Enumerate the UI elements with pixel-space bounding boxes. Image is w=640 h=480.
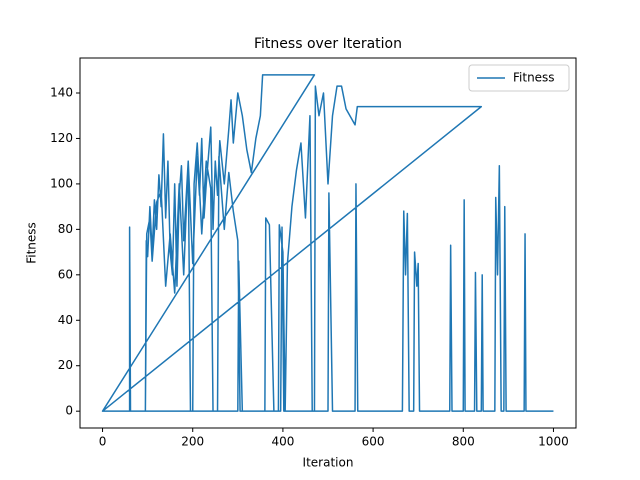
y-tick-label: 40 bbox=[58, 313, 73, 327]
x-tick-label: 200 bbox=[181, 435, 204, 449]
x-tick-label: 600 bbox=[362, 435, 385, 449]
y-tick-label: 140 bbox=[50, 86, 73, 100]
y-tick-label: 80 bbox=[58, 222, 73, 236]
legend-label: Fitness bbox=[513, 71, 555, 85]
chart-title: Fitness over Iteration bbox=[254, 36, 402, 52]
y-axis-label: Fitness bbox=[25, 222, 39, 264]
plot-frame bbox=[79, 57, 577, 429]
y-tick-label: 120 bbox=[50, 131, 73, 145]
y-tick-label: 60 bbox=[58, 267, 73, 281]
x-tick-label: 800 bbox=[452, 435, 475, 449]
x-tick-label: 400 bbox=[271, 435, 294, 449]
legend-box bbox=[468, 64, 570, 92]
y-tick-label: 0 bbox=[65, 404, 73, 418]
x-tick-label: 0 bbox=[99, 435, 107, 449]
y-tick-label: 100 bbox=[50, 176, 73, 190]
x-tick-label: 1000 bbox=[538, 435, 569, 449]
x-axis-label: Iteration bbox=[303, 456, 354, 470]
data-line bbox=[101, 74, 554, 412]
y-tick-label: 20 bbox=[58, 358, 73, 372]
